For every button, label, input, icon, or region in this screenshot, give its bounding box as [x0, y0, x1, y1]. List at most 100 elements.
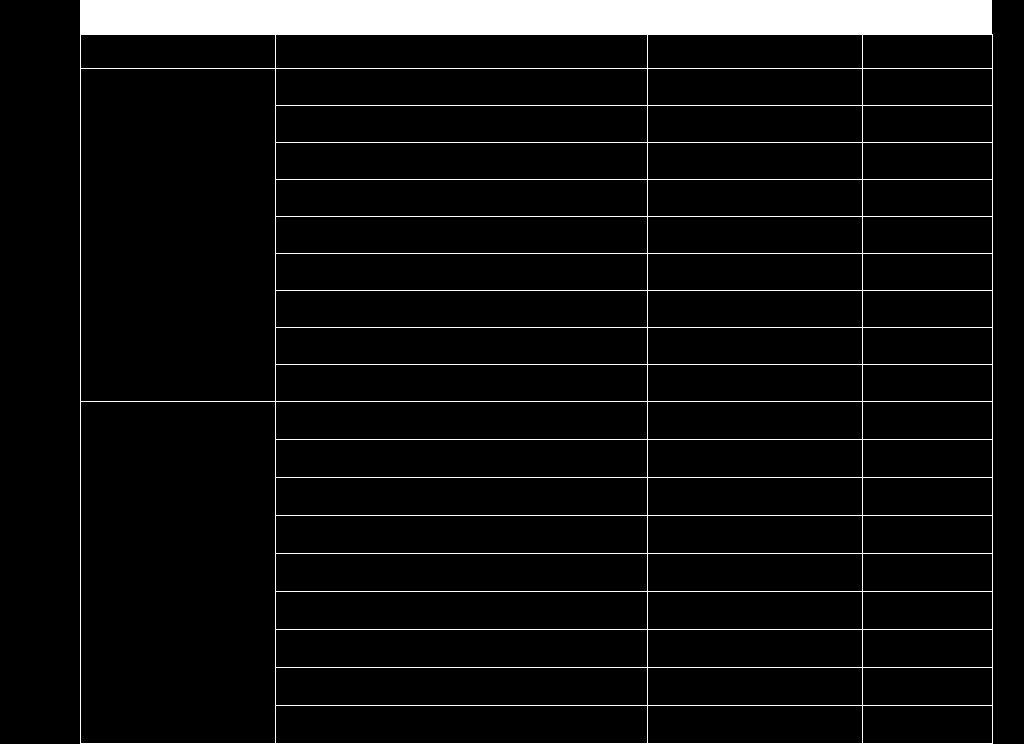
cell-c1: [276, 668, 648, 706]
cell-c2: [648, 630, 863, 668]
cell-c3: [863, 217, 993, 254]
header-cell-0: [81, 35, 276, 69]
cell-c3: [863, 365, 993, 402]
cell-c2: [648, 143, 863, 180]
cell-c3: [863, 254, 993, 291]
cell-c3-text: [863, 630, 992, 667]
cell-c1-text: [276, 69, 647, 105]
group-label-cell: [81, 69, 276, 402]
cell-c1: [276, 706, 648, 744]
cell-c3-text: [863, 554, 992, 591]
page: [80, 0, 992, 735]
cell-c2: [648, 554, 863, 592]
group-label-cell-text: [81, 402, 275, 743]
cell-c3: [863, 554, 993, 592]
cell-c3-text: [863, 365, 992, 401]
cell-c1: [276, 365, 648, 402]
cell-c3: [863, 630, 993, 668]
cell-c3-text: [863, 254, 992, 290]
header-cell-2-text: [648, 35, 862, 68]
cell-c1-text: [276, 516, 647, 553]
table-top-band: [80, 0, 992, 34]
cell-c1-text: [276, 630, 647, 667]
header-cell-1-text: [276, 35, 647, 68]
cell-c2-text: [648, 180, 862, 216]
cell-c2: [648, 106, 863, 143]
cell-c3: [863, 592, 993, 630]
cell-c1: [276, 516, 648, 554]
cell-c2-text: [648, 706, 862, 743]
cell-c1: [276, 143, 648, 180]
cell-c3: [863, 180, 993, 217]
cell-c2-text: [648, 516, 862, 553]
cell-c2-text: [648, 668, 862, 705]
cell-c2: [648, 706, 863, 744]
cell-c1: [276, 291, 648, 328]
cell-c3-text: [863, 180, 992, 216]
cell-c1: [276, 554, 648, 592]
cell-c2: [648, 592, 863, 630]
cell-c2-text: [648, 291, 862, 327]
cell-c2: [648, 291, 863, 328]
cell-c1-text: [276, 592, 647, 629]
group-label-cell: [81, 402, 276, 744]
cell-c2-text: [648, 217, 862, 253]
cell-c2-text: [648, 478, 862, 515]
cell-c1: [276, 69, 648, 106]
cell-c3: [863, 143, 993, 180]
cell-c2: [648, 69, 863, 106]
cell-c2-text: [648, 592, 862, 629]
table-header-row: [81, 35, 993, 69]
cell-c2: [648, 217, 863, 254]
cell-c2: [648, 668, 863, 706]
table-row: [81, 69, 993, 106]
cell-c3-text: [863, 516, 992, 553]
data-table: [80, 34, 993, 744]
cell-c1: [276, 592, 648, 630]
cell-c3: [863, 440, 993, 478]
header-cell-2: [648, 35, 863, 69]
cell-c2-text: [648, 630, 862, 667]
cell-c2-text: [648, 328, 862, 364]
cell-c3: [863, 668, 993, 706]
cell-c1-text: [276, 143, 647, 179]
cell-c1-text: [276, 668, 647, 705]
cell-c3: [863, 402, 993, 440]
cell-c1-text: [276, 328, 647, 364]
cell-c3-text: [863, 592, 992, 629]
cell-c2: [648, 478, 863, 516]
header-cell-3: [863, 35, 993, 69]
cell-c1-text: [276, 365, 647, 401]
cell-c1: [276, 328, 648, 365]
cell-c2: [648, 328, 863, 365]
cell-c3: [863, 478, 993, 516]
cell-c1-text: [276, 706, 647, 743]
cell-c3: [863, 328, 993, 365]
cell-c3-text: [863, 69, 992, 105]
header-cell-0-text: [81, 35, 275, 68]
group-label-cell-text: [81, 69, 275, 401]
cell-c1-text: [276, 106, 647, 142]
cell-c1-text: [276, 402, 647, 439]
cell-c2-text: [648, 402, 862, 439]
cell-c3-text: [863, 478, 992, 515]
cell-c3-text: [863, 706, 992, 743]
cell-c3: [863, 106, 993, 143]
cell-c1: [276, 478, 648, 516]
cell-c3-text: [863, 402, 992, 439]
cell-c3-text: [863, 217, 992, 253]
cell-c1-text: [276, 478, 647, 515]
cell-c1-text: [276, 291, 647, 327]
cell-c3: [863, 516, 993, 554]
cell-c2: [648, 365, 863, 402]
cell-c2: [648, 254, 863, 291]
cell-c3: [863, 706, 993, 744]
cell-c2-text: [648, 554, 862, 591]
cell-c1: [276, 106, 648, 143]
cell-c2-text: [648, 143, 862, 179]
cell-c3-text: [863, 668, 992, 705]
cell-c1-text: [276, 440, 647, 477]
cell-c3-text: [863, 106, 992, 142]
cell-c3: [863, 291, 993, 328]
cell-c3-text: [863, 328, 992, 364]
